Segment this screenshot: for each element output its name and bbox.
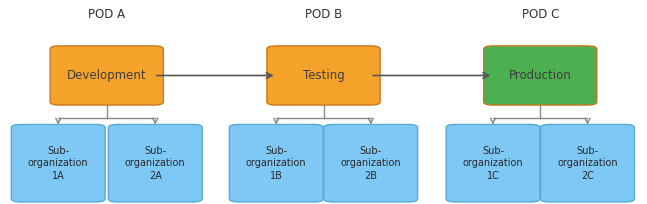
Text: Production: Production [509,69,571,82]
FancyBboxPatch shape [267,46,380,105]
FancyBboxPatch shape [50,46,163,105]
FancyBboxPatch shape [483,46,597,105]
FancyBboxPatch shape [108,124,202,202]
Text: Sub-
organization
2B: Sub- organization 2B [340,146,401,181]
FancyBboxPatch shape [11,124,105,202]
Text: Sub-
organization
1B: Sub- organization 1B [246,146,307,181]
Text: Sub-
organization
1A: Sub- organization 1A [28,146,89,181]
FancyBboxPatch shape [540,124,634,202]
Text: POD A: POD A [88,8,126,21]
Text: Sub-
organization
2A: Sub- organization 2A [125,146,186,181]
Text: Sub-
organization
2C: Sub- organization 2C [557,146,618,181]
Text: Development: Development [67,69,147,82]
FancyBboxPatch shape [324,124,418,202]
Text: POD C: POD C [521,8,559,21]
FancyBboxPatch shape [229,124,323,202]
Text: Sub-
organization
1C: Sub- organization 1C [463,146,523,181]
FancyBboxPatch shape [446,124,540,202]
Text: Testing: Testing [303,69,344,82]
Text: POD B: POD B [305,8,342,21]
